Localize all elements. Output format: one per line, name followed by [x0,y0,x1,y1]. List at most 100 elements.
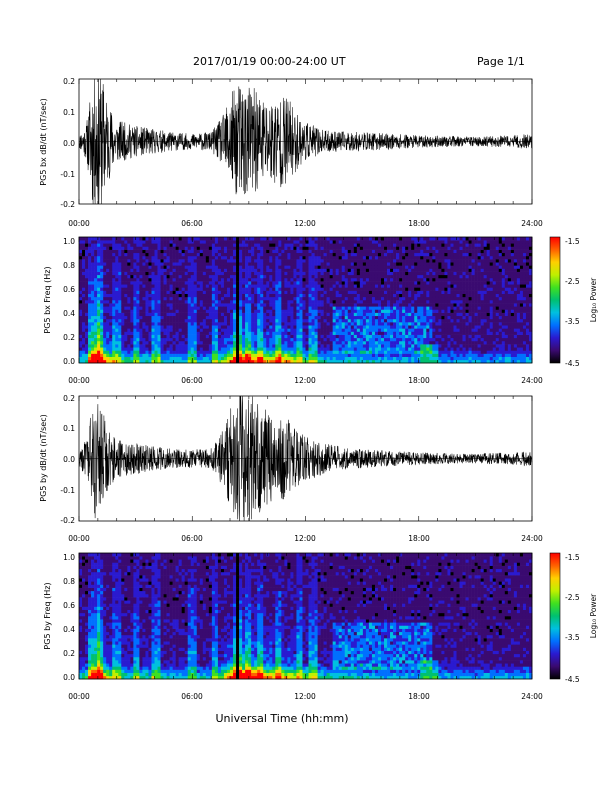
spectrogram-cell [91,255,95,260]
spectrogram-cell [399,274,403,279]
spectrogram-cell [193,344,198,348]
spectrogram-cell [308,296,312,301]
spectrogram-cell [208,237,213,241]
spectrogram-cell [320,347,324,351]
spectrogram-cell [441,290,445,294]
spectrogram-cell [438,309,442,313]
spectrogram-cell [115,340,119,345]
spectrogram-cell [124,259,128,263]
spectrogram-cell [100,315,104,320]
spectrogram-cell [245,265,249,269]
spectrogram-cell [353,284,358,288]
spectrogram-cell [263,240,267,244]
spectrogram-cell [287,274,291,279]
spectrogram-cell [136,271,140,276]
spectrogram-cell [320,265,324,269]
spectrogram-cell [82,268,86,272]
spectrogram-cell [211,350,216,354]
spectrogram-cell [432,277,436,282]
spectrogram-cell [121,259,125,263]
spectrogram-cell [387,277,391,282]
spectrogram-cell [347,281,352,285]
spectrogram-cell [106,312,110,317]
spectrogram-cell [199,243,204,247]
spectrogram-cell [169,265,173,269]
spectrogram-cell [239,290,243,294]
spectrogram-cell [390,322,394,326]
header-date-range: 2017/01/19 00:00-24:00 UT [193,55,346,68]
spectrogram-cell [356,293,361,298]
spectrogram-cell [326,259,330,263]
spectrogram-cell [335,312,340,317]
spectrogram-cell [272,356,276,361]
spectrogram-cell [109,350,113,354]
spectrogram-cell [136,356,140,361]
spectrogram-cell [399,243,403,247]
spectrogram-cell [362,359,367,364]
spectrogram-cell [269,347,273,351]
spectrogram-cell [335,340,340,345]
spectrogram-cell [239,287,243,291]
spectrogram-cell [130,334,134,339]
spectrogram-cell [211,359,216,364]
spectrogram-cell [193,347,198,351]
spectrogram-cell [393,243,397,247]
spectrogram-cell [100,277,104,282]
spectrogram-cell [133,328,137,332]
spectrogram-cell [341,265,346,269]
spectrogram-cell [263,322,267,326]
spectrogram-cell [130,331,134,335]
spectrogram-cell [178,350,182,354]
spectrogram-cell [387,303,391,307]
spectrogram-cell [251,249,255,254]
spectrogram-cell [420,268,424,272]
spectrogram-cell [154,344,158,348]
spectrogram-cell [187,246,192,250]
spectrogram-cell [236,265,240,269]
spectrogram-cell [405,246,409,250]
spectrogram-cell [163,243,167,247]
spectrogram-cell [429,315,433,320]
spectrogram-cell [381,259,385,263]
spectrogram-cell [181,287,185,291]
spectrogram-cell [148,340,152,345]
spectrogram-cell [245,318,249,323]
spectrogram-cell [320,246,324,250]
spectrogram-cell [308,281,312,285]
spectrogram-cell [290,287,294,291]
spectrogram-cell [260,347,264,351]
spectrogram-cell [91,287,95,291]
spectrogram-cell [257,312,261,317]
spectrogram-cell [88,350,92,354]
spectrogram-cell [208,347,213,351]
spectrogram-cell [408,284,412,288]
spectrogram-cell [438,306,442,310]
spectrogram-cell [133,315,137,320]
spectrogram-cell [79,306,83,310]
spectrogram-cell [154,274,158,279]
spectrogram-cell [251,277,255,282]
spectrogram-cell [302,284,306,288]
spectrogram-cell [226,312,231,317]
spectrogram-cell [293,252,297,257]
spectrogram-cell [230,293,234,298]
spectrogram-cell [133,325,137,329]
spectrogram-cell [287,344,291,348]
spectrogram-cell [347,325,352,329]
spectrogram-cell [88,315,92,320]
spectrogram-cell [353,243,358,247]
spectrogram-cell [130,340,134,345]
spectrogram-cell [335,284,340,288]
spectrogram-cell [148,249,152,254]
spectrogram-cell [187,296,192,301]
spectrogram-cell [350,296,355,301]
spectrogram-cell [175,293,179,298]
spectrogram-cell [205,252,210,257]
spectrogram-cell [317,274,321,279]
spectrogram-cell [435,303,439,307]
spectrogram-cell [296,318,300,323]
spectrogram-cell [115,271,119,276]
spectrogram-cell [384,262,388,266]
spectrogram-cell [287,293,291,298]
spectrogram-cell [435,237,439,241]
